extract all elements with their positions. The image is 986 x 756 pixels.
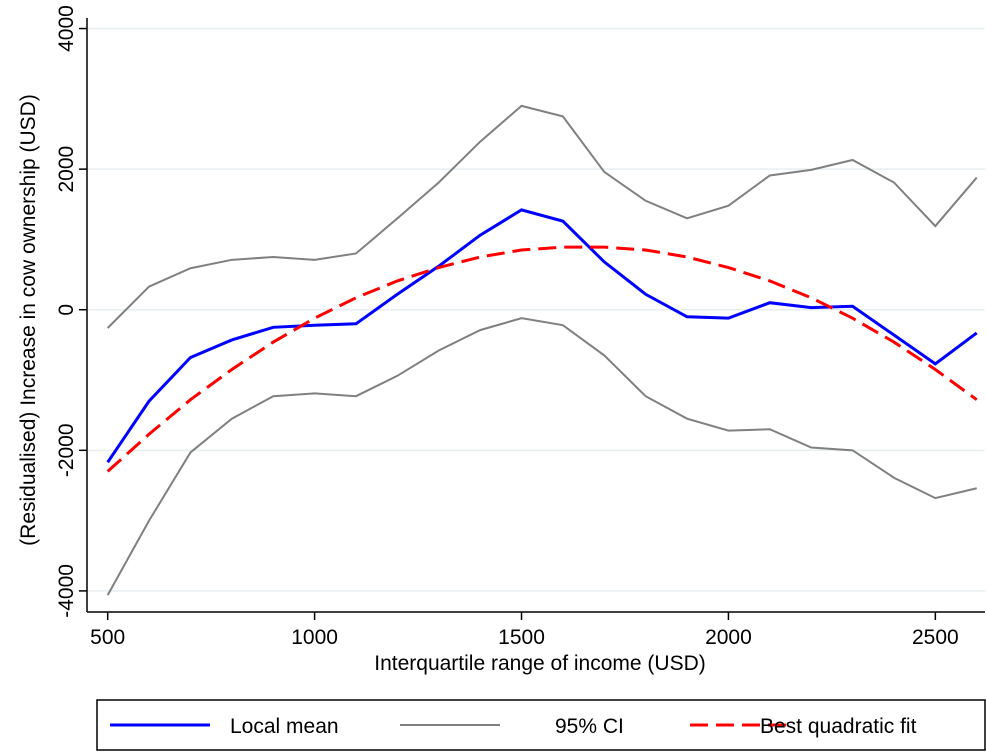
ci-line <box>106 104 978 329</box>
legend-label: Best quadratic fit <box>760 715 917 738</box>
y-tick-label: 2000 <box>55 146 78 193</box>
legend-label: Local mean <box>230 715 339 738</box>
ci-line <box>106 317 977 596</box>
x-tick-label: 1000 <box>291 626 338 649</box>
x-tick-label: 2500 <box>912 626 959 649</box>
y-tick-label: -4000 <box>55 564 78 618</box>
legend-box <box>96 699 986 751</box>
x-tick-label: 500 <box>90 626 125 649</box>
x-tick-label: 1500 <box>498 626 545 649</box>
x-axis-title: Interquartile range of income (USD) <box>374 652 705 675</box>
y-axis-title: (Residualised) Increase in cow ownership… <box>17 94 40 546</box>
y-tick-label: 4000 <box>55 5 78 52</box>
legend-label: 95% CI <box>555 715 624 738</box>
y-tick-label: 0 <box>55 304 78 316</box>
y-tick-label: -2000 <box>55 423 78 477</box>
fit-line <box>106 245 978 473</box>
x-tick-label: 2000 <box>705 626 752 649</box>
